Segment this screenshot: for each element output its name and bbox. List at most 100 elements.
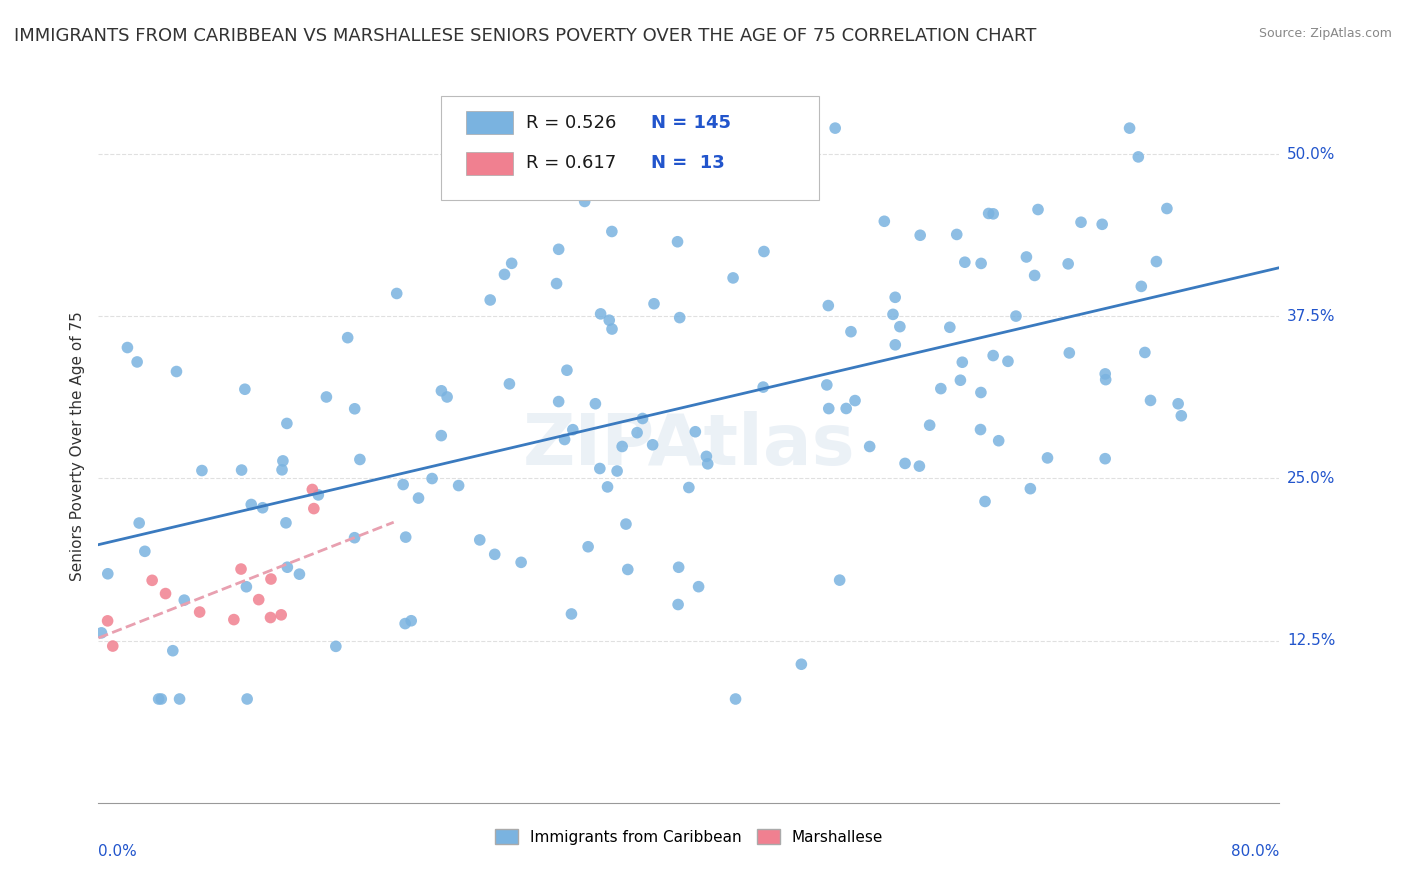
Point [882,307,904,321]
Point [97,566,120,581]
Point [141,574,163,588]
FancyBboxPatch shape [465,152,513,175]
Point [127,355,149,369]
Point [173,593,195,607]
Point [666,598,689,612]
Point [231,463,253,477]
Text: N =  13: N = 13 [651,154,725,172]
Point [307,488,329,502]
Point [166,365,188,379]
Point [844,393,866,408]
Point [90,625,112,640]
Point [761,185,783,199]
Point [696,457,718,471]
Point [695,450,717,464]
Text: 12.5%: 12.5% [1286,633,1336,648]
Point [325,640,347,654]
Point [1057,257,1080,271]
FancyBboxPatch shape [465,112,513,134]
Point [1139,393,1161,408]
Point [576,540,599,554]
Point [1156,202,1178,216]
Point [839,325,862,339]
Point [1167,397,1189,411]
Point [643,297,665,311]
Point [259,610,281,624]
Point [247,592,270,607]
Point [343,401,366,416]
Point [408,491,430,505]
Text: 0.0%: 0.0% [98,845,138,859]
Point [271,454,294,468]
Point [1130,279,1153,293]
Point [191,464,214,478]
Point [574,194,596,209]
Point [617,562,640,576]
Point [950,355,973,369]
Point [678,481,700,495]
Point [229,562,252,576]
Text: 25.0%: 25.0% [1286,471,1336,486]
Point [1019,482,1042,496]
Point [1094,373,1116,387]
Point [233,382,256,396]
Point [430,384,453,398]
Point [271,463,294,477]
Y-axis label: Seniors Poverty Over the Age of 75: Seniors Poverty Over the Age of 75 [69,311,84,581]
Point [315,390,337,404]
Point [824,121,846,136]
Point [97,614,120,628]
Point [1005,309,1028,323]
Point [546,277,568,291]
Point [908,228,931,243]
Point [399,614,422,628]
Point [222,613,245,627]
Point [600,322,623,336]
Point [981,349,1004,363]
Point [815,378,838,392]
Point [128,516,150,530]
Point [276,417,298,431]
Point [1036,450,1059,465]
Point [981,207,1004,221]
Point [336,331,359,345]
Point [447,478,470,492]
Point [744,121,766,136]
Text: IMMIGRANTS FROM CARIBBEAN VS MARSHALLESE SENIORS POVERTY OVER THE AGE OF 75 CORR: IMMIGRANTS FROM CARIBBEAN VS MARSHALLESE… [14,27,1036,45]
Point [997,354,1019,368]
Point [385,286,408,301]
Point [873,214,896,228]
Point [169,692,191,706]
Point [612,440,634,454]
Point [598,313,620,327]
Point [606,464,628,478]
Point [589,307,612,321]
FancyBboxPatch shape [441,96,818,200]
Point [894,457,917,471]
Point [626,425,648,440]
Point [436,390,458,404]
Point [1059,346,1081,360]
Point [260,572,283,586]
Point [430,428,453,442]
Point [969,423,991,437]
Point [252,500,274,515]
Text: R = 0.617: R = 0.617 [526,154,616,172]
Point [561,423,583,437]
Text: Source: ZipAtlas.com: Source: ZipAtlas.com [1258,27,1392,40]
Point [235,580,257,594]
Point [596,480,619,494]
Point [155,586,177,600]
Point [288,567,311,582]
Point [1024,268,1046,283]
Point [835,401,858,416]
Point [939,320,962,334]
Point [724,692,747,706]
Point [908,459,931,474]
Point [468,533,491,547]
Point [501,256,523,270]
Point [889,319,911,334]
Point [117,341,139,355]
Point [949,373,972,387]
Point [583,397,606,411]
